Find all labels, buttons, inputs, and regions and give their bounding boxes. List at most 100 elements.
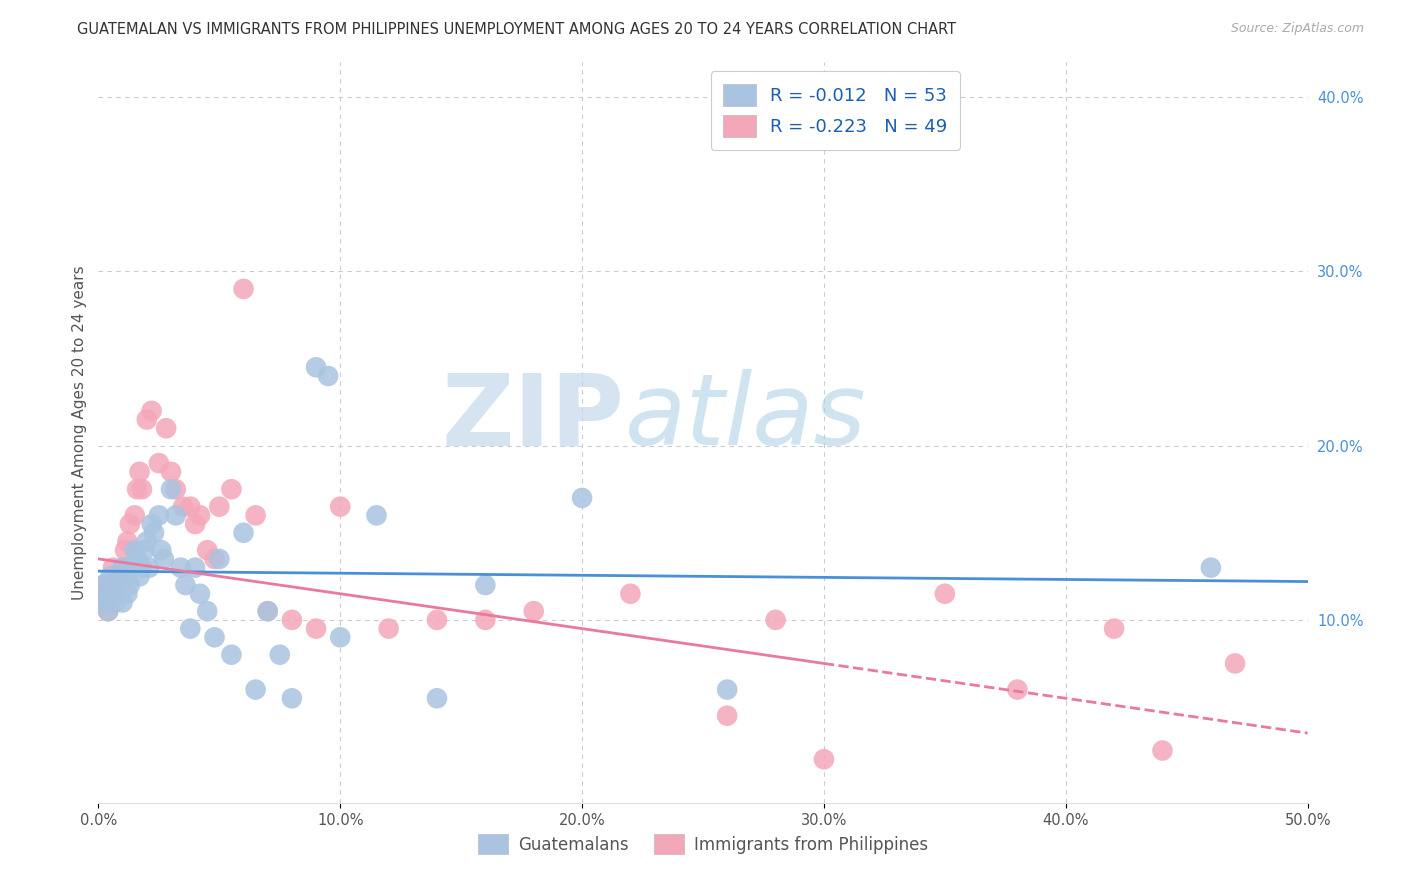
Point — [208, 552, 231, 566]
Point — [195, 604, 218, 618]
Y-axis label: Unemployment Among Ages 20 to 24 years: Unemployment Among Ages 20 to 24 years — [72, 265, 87, 600]
Point — [107, 569, 129, 583]
Point — [160, 482, 183, 496]
Point — [111, 595, 134, 609]
Point — [172, 500, 194, 514]
Point — [305, 360, 328, 375]
Text: atlas: atlas — [624, 369, 866, 467]
Point — [118, 578, 141, 592]
Point — [152, 552, 174, 566]
Point — [1223, 657, 1246, 671]
Point — [155, 421, 177, 435]
Point — [813, 752, 835, 766]
Point — [523, 604, 546, 618]
Point — [108, 578, 131, 592]
Point — [208, 500, 231, 514]
Point — [111, 560, 134, 574]
Point — [188, 587, 211, 601]
Point — [91, 578, 114, 592]
Point — [426, 691, 449, 706]
Point — [188, 508, 211, 523]
Point — [101, 578, 124, 592]
Point — [131, 560, 153, 574]
Point — [100, 587, 122, 601]
Point — [97, 604, 120, 618]
Point — [221, 482, 243, 496]
Point — [117, 534, 139, 549]
Point — [91, 578, 114, 592]
Point — [245, 508, 267, 523]
Point — [117, 587, 139, 601]
Point — [571, 491, 593, 505]
Point — [204, 552, 226, 566]
Point — [221, 648, 243, 662]
Point — [1007, 682, 1029, 697]
Point — [179, 500, 201, 514]
Point — [716, 682, 738, 697]
Point — [184, 560, 207, 574]
Point — [619, 587, 641, 601]
Point — [195, 543, 218, 558]
Point — [316, 369, 339, 384]
Point — [124, 508, 146, 523]
Point — [765, 613, 787, 627]
Point — [141, 517, 163, 532]
Point — [474, 613, 496, 627]
Point — [165, 482, 187, 496]
Point — [138, 560, 160, 574]
Point — [269, 648, 291, 662]
Point — [329, 630, 352, 644]
Point — [127, 552, 149, 566]
Point — [934, 587, 956, 601]
Point — [131, 482, 153, 496]
Point — [150, 543, 173, 558]
Point — [305, 622, 328, 636]
Point — [232, 282, 254, 296]
Point — [128, 569, 150, 583]
Point — [127, 482, 149, 496]
Point — [165, 508, 187, 523]
Point — [426, 613, 449, 627]
Point — [474, 578, 496, 592]
Point — [232, 525, 254, 540]
Point — [141, 404, 163, 418]
Point — [124, 543, 146, 558]
Point — [101, 560, 124, 574]
Text: Source: ZipAtlas.com: Source: ZipAtlas.com — [1230, 22, 1364, 36]
Point — [184, 517, 207, 532]
Point — [94, 587, 117, 601]
Point — [329, 500, 352, 514]
Point — [256, 604, 278, 618]
Point — [366, 508, 388, 523]
Point — [114, 543, 136, 558]
Point — [100, 578, 122, 592]
Point — [104, 595, 127, 609]
Point — [204, 630, 226, 644]
Point — [135, 534, 157, 549]
Point — [245, 682, 267, 697]
Point — [135, 412, 157, 426]
Point — [148, 456, 170, 470]
Point — [90, 595, 112, 609]
Point — [160, 465, 183, 479]
Point — [377, 622, 399, 636]
Point — [90, 595, 112, 609]
Point — [1152, 743, 1174, 757]
Point — [1102, 622, 1125, 636]
Point — [148, 508, 170, 523]
Legend: Guatemalans, Immigrants from Philippines: Guatemalans, Immigrants from Philippines — [471, 828, 935, 861]
Point — [134, 543, 156, 558]
Point — [111, 560, 134, 574]
Point — [256, 604, 278, 618]
Point — [104, 587, 127, 601]
Point — [179, 622, 201, 636]
Point — [107, 587, 129, 601]
Point — [94, 587, 117, 601]
Text: GUATEMALAN VS IMMIGRANTS FROM PHILIPPINES UNEMPLOYMENT AMONG AGES 20 TO 24 YEARS: GUATEMALAN VS IMMIGRANTS FROM PHILIPPINE… — [77, 22, 956, 37]
Point — [281, 691, 304, 706]
Point — [118, 517, 141, 532]
Point — [1199, 560, 1222, 574]
Point — [716, 708, 738, 723]
Point — [128, 465, 150, 479]
Text: ZIP: ZIP — [441, 369, 624, 467]
